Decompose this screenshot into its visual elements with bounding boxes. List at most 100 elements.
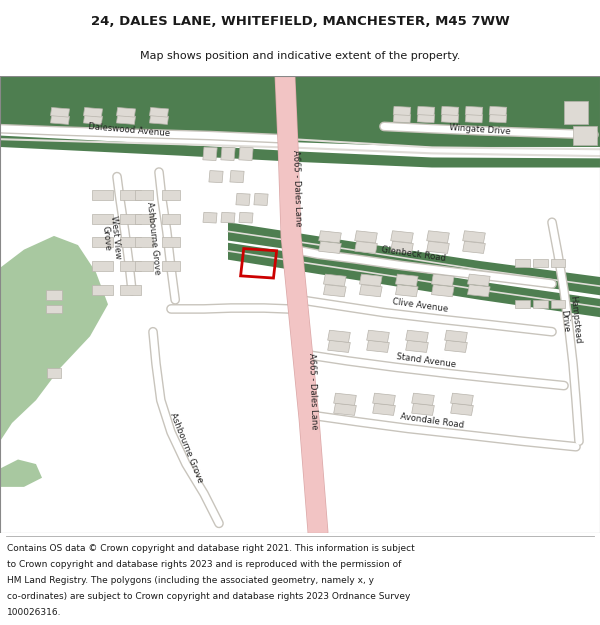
Polygon shape (83, 115, 103, 124)
Polygon shape (328, 330, 350, 342)
Text: 100026316.: 100026316. (7, 608, 62, 618)
Polygon shape (149, 107, 169, 117)
Polygon shape (515, 259, 530, 268)
Polygon shape (228, 242, 600, 317)
Polygon shape (431, 274, 454, 286)
Polygon shape (573, 126, 597, 144)
Polygon shape (551, 300, 565, 309)
Polygon shape (467, 284, 490, 297)
Polygon shape (46, 290, 62, 300)
Polygon shape (162, 190, 180, 200)
Polygon shape (0, 136, 600, 168)
Polygon shape (328, 340, 350, 352)
Polygon shape (83, 107, 103, 117)
Polygon shape (221, 147, 235, 161)
Polygon shape (431, 284, 454, 297)
Polygon shape (135, 261, 153, 271)
Polygon shape (406, 340, 428, 352)
Polygon shape (441, 114, 459, 122)
Text: West View
Grove: West View Grove (99, 216, 123, 261)
Polygon shape (412, 393, 434, 406)
Polygon shape (135, 214, 153, 224)
Polygon shape (373, 403, 395, 416)
Polygon shape (254, 193, 268, 206)
Text: Ashbourne Grove: Ashbourne Grove (168, 412, 204, 484)
Polygon shape (445, 340, 467, 352)
Polygon shape (149, 115, 169, 124)
Polygon shape (533, 300, 548, 309)
Polygon shape (116, 115, 136, 124)
Polygon shape (355, 231, 377, 243)
Polygon shape (391, 231, 413, 243)
Polygon shape (417, 114, 435, 122)
Polygon shape (319, 241, 341, 253)
Polygon shape (203, 147, 217, 161)
Text: co-ordinates) are subject to Crown copyright and database rights 2023 Ordnance S: co-ordinates) are subject to Crown copyr… (7, 592, 410, 601)
Polygon shape (395, 284, 418, 297)
Polygon shape (412, 403, 434, 416)
Polygon shape (393, 114, 411, 122)
Polygon shape (323, 284, 346, 297)
Polygon shape (0, 459, 42, 487)
Polygon shape (239, 213, 253, 223)
Polygon shape (355, 241, 377, 253)
Polygon shape (417, 106, 435, 116)
Polygon shape (427, 241, 449, 253)
Polygon shape (359, 284, 382, 297)
Polygon shape (162, 214, 180, 224)
Polygon shape (0, 76, 600, 147)
Polygon shape (465, 114, 483, 122)
Text: Avondale Road: Avondale Road (400, 412, 464, 429)
Polygon shape (334, 403, 356, 416)
Polygon shape (359, 274, 382, 286)
Text: Glenbeck Road: Glenbeck Road (381, 245, 447, 263)
Polygon shape (395, 274, 418, 286)
Polygon shape (221, 213, 235, 223)
Polygon shape (92, 261, 113, 271)
Polygon shape (162, 238, 180, 248)
Polygon shape (135, 190, 153, 200)
Polygon shape (489, 114, 507, 122)
Polygon shape (373, 393, 395, 406)
Text: Contains OS data © Crown copyright and database right 2021. This information is : Contains OS data © Crown copyright and d… (7, 544, 415, 552)
Polygon shape (0, 236, 108, 441)
Polygon shape (465, 106, 483, 116)
Polygon shape (209, 171, 223, 182)
Polygon shape (367, 330, 389, 342)
Polygon shape (92, 190, 113, 200)
Polygon shape (116, 107, 136, 117)
Polygon shape (367, 340, 389, 352)
Polygon shape (47, 368, 61, 378)
Polygon shape (463, 241, 485, 253)
Text: Stand Avenue: Stand Avenue (395, 352, 457, 369)
Text: Map shows position and indicative extent of the property.: Map shows position and indicative extent… (140, 51, 460, 61)
Text: Daleswood Avenue: Daleswood Avenue (88, 122, 170, 138)
Polygon shape (451, 393, 473, 406)
Text: Wingate Drive: Wingate Drive (449, 122, 511, 136)
Text: A665 - Dales Lane: A665 - Dales Lane (307, 352, 319, 429)
Polygon shape (121, 285, 142, 295)
Polygon shape (319, 231, 341, 243)
Polygon shape (92, 285, 113, 295)
Polygon shape (564, 101, 588, 124)
Text: Clive Avenue: Clive Avenue (392, 297, 448, 314)
Polygon shape (230, 171, 244, 182)
Polygon shape (50, 115, 70, 124)
Polygon shape (46, 305, 62, 313)
Polygon shape (50, 107, 70, 117)
Polygon shape (203, 213, 217, 223)
Polygon shape (135, 238, 153, 248)
Polygon shape (121, 238, 142, 248)
Polygon shape (239, 147, 253, 161)
Polygon shape (162, 261, 180, 271)
Text: HM Land Registry. The polygons (including the associated geometry, namely x, y: HM Land Registry. The polygons (includin… (7, 576, 374, 585)
Polygon shape (441, 106, 459, 116)
Polygon shape (463, 231, 485, 243)
Polygon shape (445, 330, 467, 342)
Polygon shape (92, 238, 113, 248)
Polygon shape (236, 193, 250, 206)
Polygon shape (121, 190, 142, 200)
Text: to Crown copyright and database rights 2023 and is reproduced with the permissio: to Crown copyright and database rights 2… (7, 560, 401, 569)
Polygon shape (323, 274, 346, 286)
Polygon shape (334, 393, 356, 406)
